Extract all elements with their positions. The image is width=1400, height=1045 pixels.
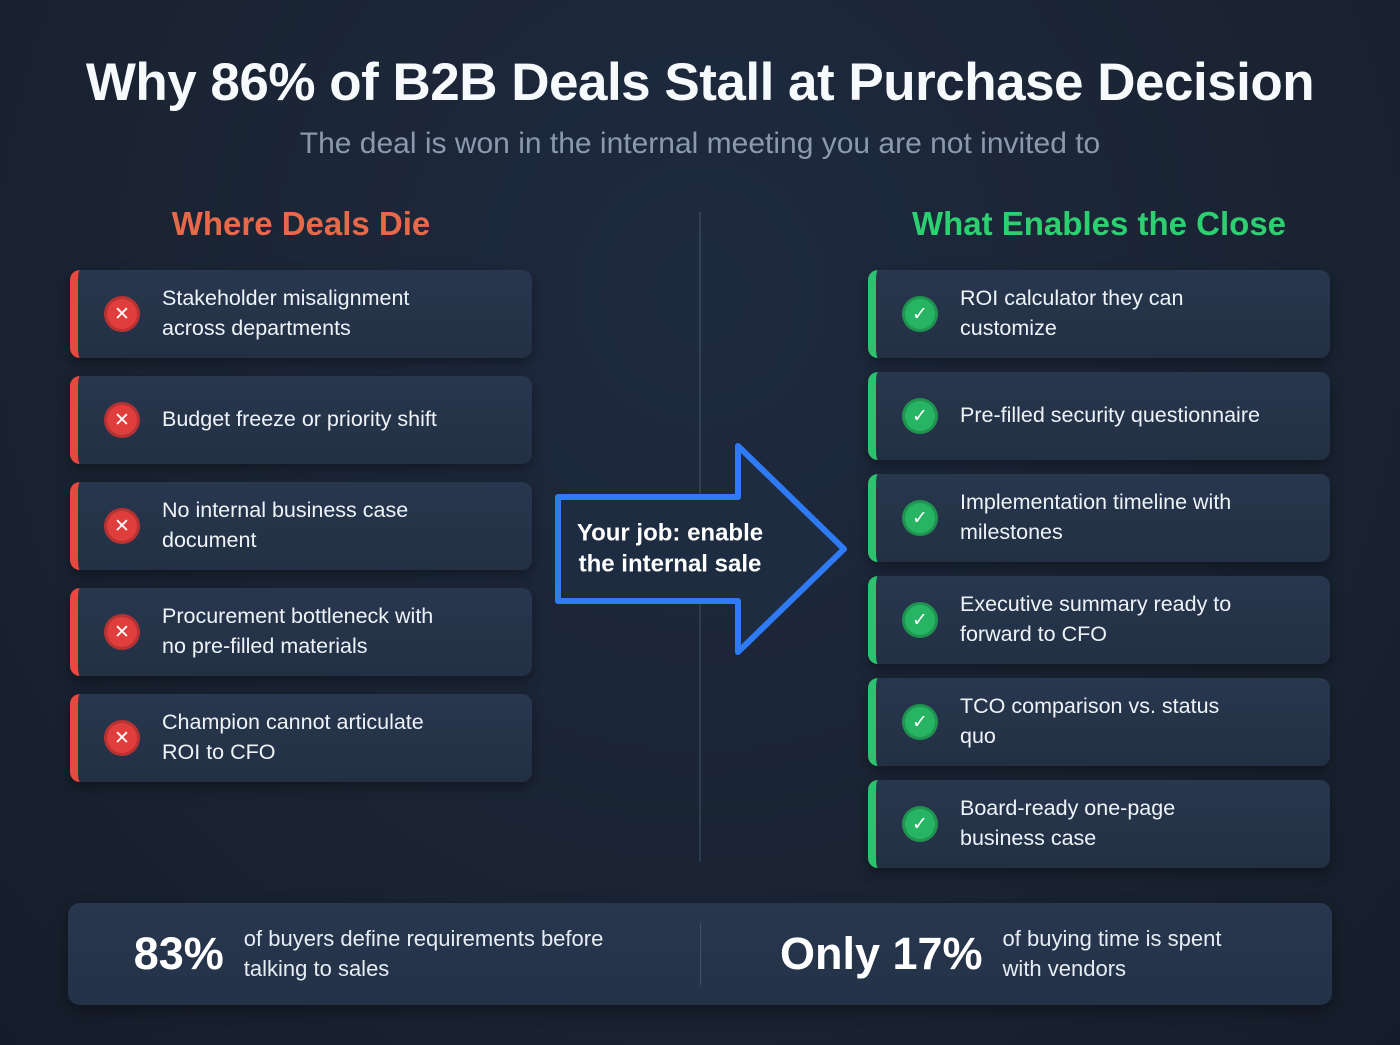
deal-killer-label: No internal business case document — [162, 498, 409, 552]
stats-divider-line — [699, 923, 701, 985]
column-what-enables-close: What Enables the Close ✓ ROI calculator … — [868, 205, 1330, 868]
cross-icon: ✕ — [104, 720, 140, 756]
stat-vendor-time: Only 17% of buying time is spent with ve… — [701, 924, 1333, 983]
enabler-card: ✓ Executive summary ready to forward to … — [868, 576, 1330, 664]
stats-bar: 83% of buyers define requirements before… — [68, 903, 1332, 1005]
deal-killer-card: ✕ No internal business case document — [70, 482, 532, 570]
stat-buyers-requirements: 83% of buyers define requirements before… — [68, 924, 700, 983]
cross-icon: ✕ — [104, 296, 140, 332]
right-arrow-icon — [555, 443, 847, 655]
enabler-label: Board-ready one-page business case — [960, 796, 1176, 850]
deal-killer-card: ✕ Champion cannot articulate ROI to CFO — [70, 694, 532, 782]
enabler-card: ✓ Implementation timeline with milestone… — [868, 474, 1330, 562]
column-where-deals-die: Where Deals Die ✕ Stakeholder misalignme… — [70, 205, 532, 782]
arrow-label: Your job: enable the internal sale — [552, 518, 788, 579]
right-column-heading: What Enables the Close — [911, 205, 1287, 242]
check-icon: ✓ — [902, 806, 938, 842]
page-subtitle: The deal is won in the internal meeting … — [299, 127, 1101, 160]
deal-killer-label: Champion cannot articulate ROI to CFO — [162, 710, 424, 764]
stat-value: Only 17% — [779, 928, 983, 979]
deal-killer-card: ✕ Stakeholder misalignment across depart… — [70, 270, 532, 358]
enabler-label: ROI calculator they can customize — [960, 286, 1184, 340]
enabler-label: Executive summary ready to forward to CF… — [960, 592, 1232, 646]
cross-icon: ✕ — [104, 402, 140, 438]
cross-icon: ✕ — [104, 614, 140, 650]
page-title: Why 86% of B2B Deals Stall at Purchase D… — [85, 53, 1315, 112]
enabler-card: ✓ ROI calculator they can customize — [868, 270, 1330, 358]
deal-killer-label: Stakeholder misalignment across departme… — [162, 286, 410, 340]
enabler-label: TCO comparison vs. status quo — [960, 694, 1220, 748]
deal-killer-card: ✕ Procurement bottleneck with no pre-fil… — [70, 588, 532, 676]
enabler-label: Pre-filled security questionnaire — [960, 403, 1260, 428]
check-icon: ✓ — [902, 398, 938, 434]
check-icon: ✓ — [902, 296, 938, 332]
left-column-heading: Where Deals Die — [171, 205, 431, 242]
check-icon: ✓ — [902, 602, 938, 638]
cross-icon: ✕ — [104, 508, 140, 544]
deal-killer-list: ✕ Stakeholder misalignment across depart… — [70, 270, 532, 782]
stat-description: of buying time is spent with vendors — [1002, 926, 1222, 981]
stat-description: of buyers define requirements before tal… — [243, 926, 604, 981]
check-icon: ✓ — [902, 704, 938, 740]
deal-killer-label: Procurement bottleneck with no pre-fille… — [162, 604, 434, 658]
enabler-label: Implementation timeline with milestones — [960, 490, 1232, 544]
arrow-label-line2: the internal sale — [578, 550, 762, 577]
enabler-list: ✓ ROI calculator they can customize ✓ Pr… — [868, 270, 1330, 868]
stat-value: 83% — [133, 928, 224, 979]
enabler-card: ✓ Pre-filled security questionnaire — [868, 372, 1330, 460]
check-icon: ✓ — [902, 500, 938, 536]
enable-internal-sale-arrow: Your job: enable the internal sale — [552, 436, 848, 662]
deal-killer-card: ✕ Budget freeze or priority shift — [70, 376, 532, 464]
arrow-label-line1: Your job: enable — [576, 519, 764, 547]
enabler-card: ✓ TCO comparison vs. status quo — [868, 678, 1330, 766]
enabler-card: ✓ Board-ready one-page business case — [868, 780, 1330, 868]
deal-killer-label: Budget freeze or priority shift — [162, 407, 437, 432]
